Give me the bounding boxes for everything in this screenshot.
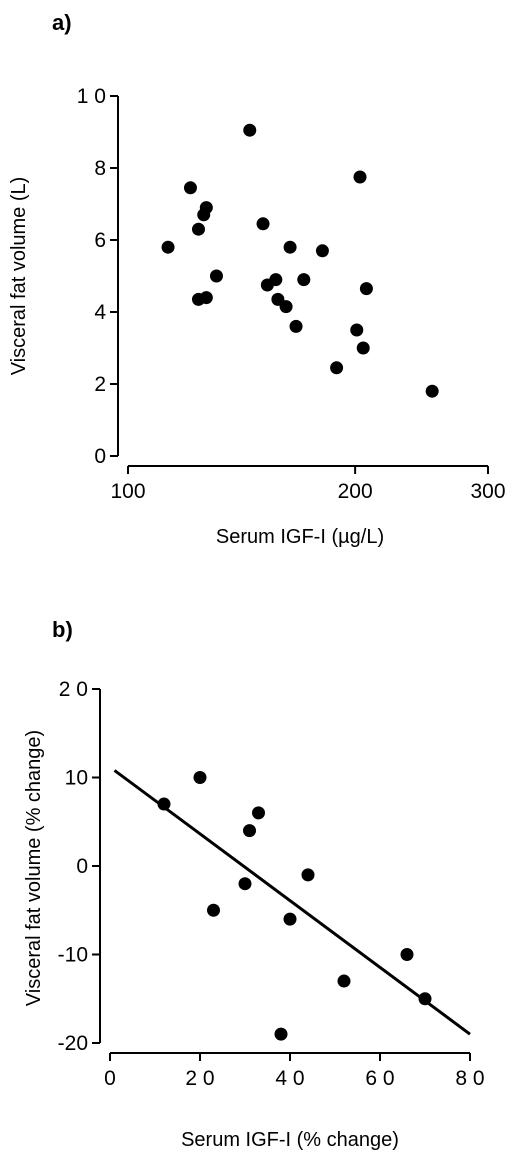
data-point-a — [425, 384, 439, 398]
y-tick-label-a: 6 — [94, 229, 106, 252]
y-axis-title-b: Visceral fat volume (% change) — [23, 730, 45, 1006]
regression-line-b — [113, 769, 471, 1036]
data-point-a — [243, 123, 257, 137]
y-axis-title-a: Visceral fat volume (L) — [8, 177, 30, 376]
y-tick-label-a: 4 — [94, 301, 106, 324]
y-tick-label-b: 10 — [65, 767, 88, 790]
data-point-b — [301, 868, 315, 882]
data-point-b — [400, 948, 414, 961]
data-point-a — [283, 240, 297, 254]
data-point-b — [243, 824, 256, 838]
data-point-a — [183, 181, 197, 195]
y-tick-label-a: 0 — [94, 445, 106, 468]
y-tick-label-b: 2 0 — [59, 678, 88, 701]
y-tick-label-a: 2 — [94, 373, 106, 396]
data-point-a — [330, 361, 344, 375]
data-point-b — [207, 903, 220, 917]
x-tick-label-b: 6 0 — [365, 1067, 394, 1090]
x-tick-label-b: 2 0 — [185, 1067, 214, 1090]
data-point-b — [283, 912, 297, 926]
data-point-a — [289, 319, 303, 333]
data-point-b — [238, 877, 252, 891]
data-point-a — [297, 273, 311, 287]
data-point-b — [193, 771, 207, 784]
x-axis-title-a: Serum IGF-I (µg/L) — [216, 526, 384, 548]
data-point-a — [269, 273, 283, 287]
data-point-a — [191, 222, 205, 236]
data-point-b — [418, 992, 432, 1006]
data-point-a — [199, 201, 213, 215]
data-point-b — [252, 806, 265, 820]
data-point-a — [256, 217, 270, 231]
points-b — [157, 771, 432, 1041]
y-tick-label-a: 1 0 — [77, 85, 106, 108]
data-point-a — [350, 323, 364, 337]
x-tick-label-a: 300 — [470, 480, 505, 503]
data-point-a — [209, 269, 223, 283]
panel-label-a: a) — [52, 10, 72, 35]
x-tick-label-b: 4 0 — [275, 1067, 304, 1090]
y-tick-label-b: 0 — [76, 855, 88, 878]
panel-label-b: b) — [52, 617, 73, 642]
data-point-a — [199, 291, 213, 305]
data-point-a — [359, 282, 373, 296]
points-a — [161, 123, 439, 398]
data-point-b — [157, 797, 171, 811]
data-point-a — [279, 300, 293, 314]
y-tick-label-a: 8 — [94, 157, 106, 180]
data-point-b — [337, 974, 351, 988]
data-point-a — [353, 170, 367, 184]
data-point-a — [315, 244, 329, 258]
x-tick-label-b: 8 0 — [455, 1067, 484, 1090]
x-axis-title-b: Serum IGF-I (% change) — [181, 1129, 399, 1151]
y-tick-label-b: -20 — [58, 1032, 88, 1055]
data-point-a — [161, 240, 175, 254]
x-tick-label-a: 200 — [338, 480, 373, 503]
data-point-b — [274, 1027, 288, 1041]
x-tick-label-b: 0 — [104, 1067, 116, 1090]
data-point-a — [356, 341, 370, 355]
y-tick-label-b: -10 — [58, 944, 88, 967]
x-tick-label-a: 100 — [110, 480, 145, 503]
